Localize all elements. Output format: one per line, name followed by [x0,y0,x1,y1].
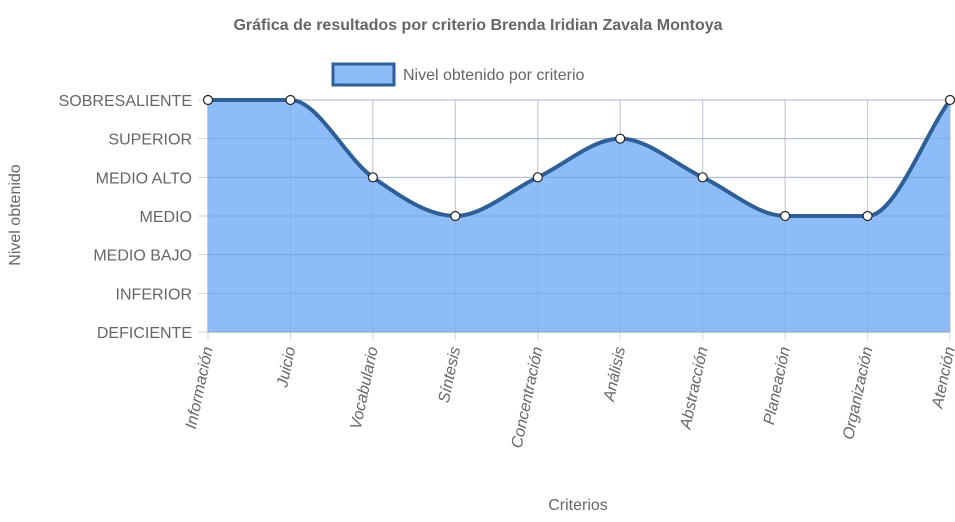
y-tick-label: MEDIO BAJO [93,248,192,265]
x-tick-label: Análisis [601,345,629,403]
x-tick-label: Juicio [274,345,299,390]
data-point[interactable] [780,210,791,222]
x-tick-label: Vocabulario [348,345,382,431]
data-point[interactable] [615,133,626,144]
data-point[interactable] [450,210,461,222]
x-tick-label: Información [183,345,217,430]
legend-swatch[interactable] [331,62,396,87]
series-line [208,97,952,219]
y-tick-label: MEDIO ALTO [96,170,192,187]
y-tick-label: DEFICIENTE [97,325,192,342]
legend[interactable]: Nivel obtenido por criterio [331,62,585,87]
data-point[interactable] [944,94,955,106]
x-axis-ticks: Información Juicio Vocabulario Síntesis Conc… [183,345,955,450]
data-point[interactable] [862,210,873,222]
y-tick-label: INFERIOR [116,286,192,303]
x-tick-label: Síntesis [436,345,464,404]
data-point[interactable] [285,94,296,106]
x-tick-label: Planeación [761,345,794,426]
y-tick-label: SOBRESALIENTE [59,93,192,110]
x-tick-label: Concentración [509,345,547,450]
data-point[interactable] [367,172,378,183]
data-point[interactable] [532,172,543,183]
x-axis-title: Criterios [548,497,608,514]
plot-area [202,94,955,333]
data-point[interactable] [697,172,708,183]
y-tick-label: MEDIO [140,209,192,226]
x-tick-label: Abstracción [677,345,711,431]
x-tick-label: Organización [840,345,876,441]
y-tick-label: SUPERIOR [108,132,192,149]
y-axis-title: Nivel obtenido [7,164,24,266]
chart-title: Gráfica de resultados por criterio Brend… [233,17,722,34]
data-point[interactable] [202,94,214,106]
series-area-fill [208,100,950,332]
x-tick-label: Atención [929,345,955,411]
legend-label[interactable]: Nivel obtenido por criterio [403,67,585,84]
y-axis-ticks: DEFICIENTE INFERIOR MEDIO BAJO MEDIO MEDIO A… [59,93,192,342]
